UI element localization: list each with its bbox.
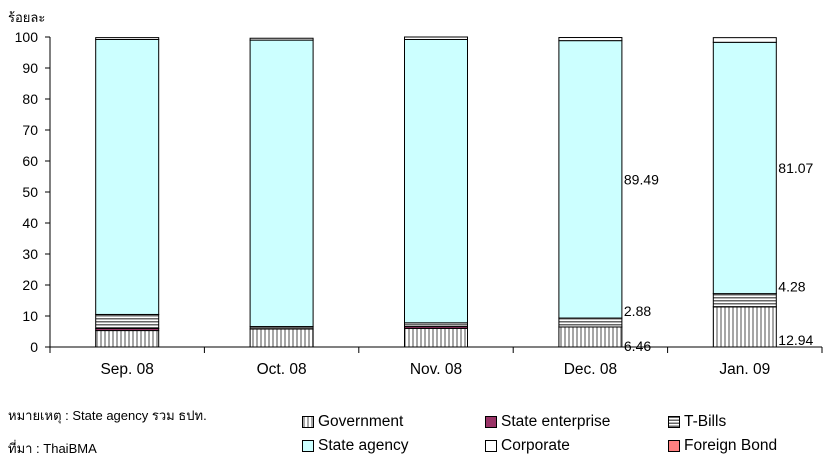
bar-government-oct-08 bbox=[249, 328, 314, 348]
legend-label-t-bills: T-Bills bbox=[684, 413, 727, 430]
bar-government-nov-08 bbox=[404, 327, 468, 348]
bar-corporate-sep-08 bbox=[95, 37, 160, 40]
data-label: 81.07 bbox=[778, 160, 813, 176]
bar-government-jan-09 bbox=[712, 306, 777, 348]
x-tick-label: Nov. 08 bbox=[410, 361, 462, 378]
legend-item-government: Government bbox=[302, 413, 403, 431]
bar-corporate-nov-08 bbox=[404, 36, 468, 40]
bar-corporate-jan-09 bbox=[712, 37, 777, 43]
x-tick-label: Sep. 08 bbox=[100, 361, 153, 378]
bar-corporate-oct-08 bbox=[249, 37, 314, 41]
y-tick-label: 40 bbox=[22, 215, 38, 231]
y-tick-label: 50 bbox=[22, 184, 38, 200]
corporate-swatch bbox=[485, 440, 497, 452]
bar-t-bills-jan-09 bbox=[712, 293, 777, 308]
legend-item-corporate: Corporate bbox=[485, 437, 570, 455]
bar-government-sep-08 bbox=[95, 330, 160, 348]
y-tick-label: 0 bbox=[30, 339, 38, 355]
legend-label-corporate: Corporate bbox=[501, 437, 570, 454]
y-axis-label: ร้อยละ bbox=[8, 10, 45, 25]
government-swatch bbox=[302, 416, 314, 428]
y-tick-label: 70 bbox=[22, 122, 38, 138]
legend-item-t-bills: T-Bills bbox=[668, 413, 726, 431]
foreign-bond-swatch bbox=[668, 440, 680, 452]
bar-t-bills-sep-08 bbox=[95, 313, 160, 329]
y-tick-label: 30 bbox=[22, 246, 38, 262]
bar-government-dec-08 bbox=[558, 326, 623, 348]
y-tick-label: 90 bbox=[22, 60, 38, 76]
plot-area: 0 10 20 30 40 50 60 70 80 90 100 Sep. 08 Oct. 08 Nov.… bbox=[15, 29, 823, 378]
bar-state-agency-oct-08 bbox=[249, 39, 314, 328]
y-tick-label: 100 bbox=[15, 29, 39, 45]
bar-state-agency-nov-08 bbox=[404, 38, 468, 324]
x-tick-label: Dec. 08 bbox=[564, 361, 617, 378]
bar-t-bills-dec-08 bbox=[558, 317, 623, 328]
bar-state-agency-sep-08 bbox=[95, 38, 160, 315]
bar-corporate-dec-08 bbox=[558, 37, 623, 42]
legend-label-government: Government bbox=[318, 413, 404, 430]
data-label: 2.88 bbox=[624, 303, 651, 319]
bar-state-agency-dec-08 bbox=[558, 40, 623, 319]
state-agency-swatch bbox=[302, 440, 314, 452]
x-tick-label: Oct. 08 bbox=[257, 361, 307, 378]
y-tick-label: 20 bbox=[22, 277, 38, 293]
legend-item-state-agency: State agency bbox=[302, 437, 408, 455]
data-label: 4.28 bbox=[778, 279, 805, 295]
legend-label-state-enterprise: State enterprise bbox=[501, 413, 611, 430]
remark-note: หมายเหตุ : State agency รวม ธปท. bbox=[8, 408, 207, 423]
data-label: 12.94 bbox=[778, 332, 813, 348]
bar-state-agency-jan-09 bbox=[712, 41, 777, 295]
data-label: 6.46 bbox=[624, 338, 651, 354]
y-tick-label: 10 bbox=[22, 308, 38, 324]
x-tick-label: Jan. 09 bbox=[719, 361, 770, 378]
t-bills-swatch bbox=[668, 416, 680, 428]
data-label: 89.49 bbox=[624, 171, 659, 187]
legend-item-foreign-bond: Foreign Bond bbox=[668, 437, 777, 455]
legend-label-state-agency: State agency bbox=[318, 437, 409, 454]
y-tick-label: 80 bbox=[22, 91, 38, 107]
bar-t-bills-nov-08 bbox=[404, 322, 468, 328]
y-tick-label: 60 bbox=[22, 153, 38, 169]
source-note: ที่มา : ThaiBMA bbox=[8, 441, 97, 456]
legend-item-state-enterprise: State enterprise bbox=[485, 413, 610, 431]
state-enterprise-swatch bbox=[485, 416, 497, 428]
legend-label-foreign-bond: Foreign Bond bbox=[684, 437, 778, 454]
